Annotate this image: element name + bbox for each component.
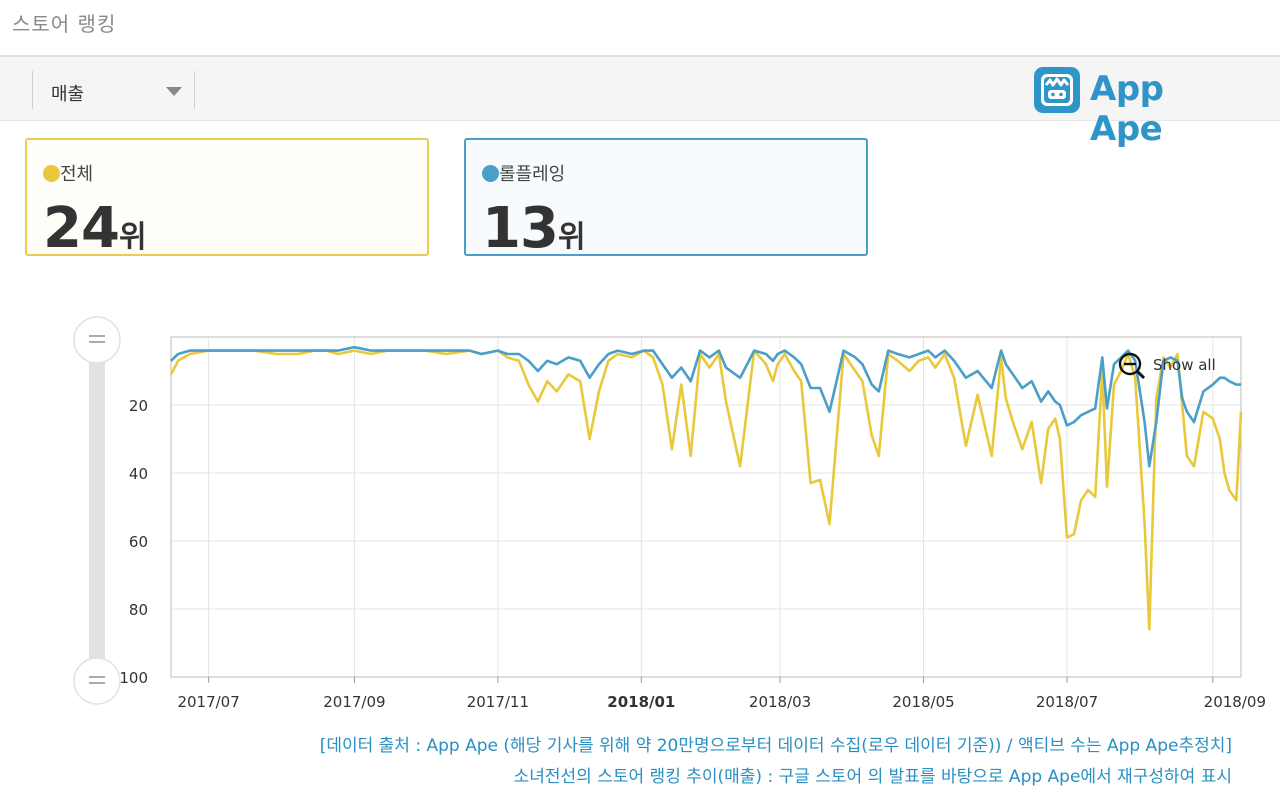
overall-card-label: 전체: [60, 164, 94, 185]
roleplaying-rank-unit: 위: [557, 220, 586, 255]
y-tick-label: 100: [119, 669, 148, 687]
x-tick-label: 2017/09: [323, 693, 385, 711]
x-tick-label: 2017/11: [467, 693, 529, 711]
x-tick-label: 2018/01: [607, 693, 675, 711]
y-tick-label: 80: [129, 601, 148, 619]
rank-card-overall: 전체 24위: [25, 138, 429, 261]
show-all-label: Show all: [1153, 356, 1216, 374]
ranking-chart: 20 40 60 80 100 2017/07 2017/09 2017/11 2018/01…: [73, 316, 1266, 711]
y-tick-label: 60: [129, 533, 148, 551]
x-tick-label: 2018/05: [892, 693, 954, 711]
metric-dropdown[interactable]: 매출: [32, 71, 195, 109]
roleplaying-card-label: 롤플레잉: [499, 164, 566, 185]
range-slider: [73, 316, 121, 705]
range-slider-track[interactable]: [89, 342, 105, 680]
roleplaying-legend-dot: [482, 165, 499, 182]
y-tick-label: 20: [129, 397, 148, 415]
range-slider-top-handle[interactable]: [73, 316, 121, 364]
page-title: 스토어 랭킹: [12, 12, 117, 36]
metric-dropdown-label: 매출: [51, 84, 85, 105]
x-tick-label: 2017/07: [177, 693, 239, 711]
caption-description: 소녀전선의 스토어 랭킹 추이(매출) : 구글 스토어 의 발표를 바탕으로 …: [513, 767, 1232, 787]
chevron-down-icon: [166, 87, 182, 96]
app-ape-logo-text: App Ape: [1090, 69, 1164, 149]
overall-rank-value: 24: [43, 196, 120, 261]
y-tick-label: 40: [129, 465, 148, 483]
series-line-roleplaying: [170, 345, 1241, 468]
overall-rank-unit: 위: [118, 220, 147, 255]
show-all-button[interactable]: Show all: [1118, 352, 1216, 380]
zoom-out-icon: [1118, 352, 1142, 376]
overall-legend-dot: [43, 165, 60, 182]
toolbar: 매출 App Ape: [0, 55, 1280, 149]
x-tick-label: 2018/07: [1036, 693, 1098, 711]
rank-card-roleplaying: 롤플레잉 13위: [464, 138, 868, 261]
x-tick-label: 2018/09: [1204, 693, 1266, 711]
roleplaying-rank-value: 13: [482, 196, 559, 261]
series-line-overall: [169, 349, 1243, 631]
app-ape-logo-icon: [1034, 67, 1080, 113]
caption-source: [데이터 출처 : App Ape (해당 기사를 위해 약 20만명으로부터 …: [319, 736, 1232, 756]
range-slider-bottom-handle[interactable]: [73, 657, 121, 705]
x-tick-label: 2018/03: [749, 693, 811, 711]
app-ape-logo: App Ape: [1032, 61, 1242, 149]
plot-area-frame: [170, 336, 1242, 678]
